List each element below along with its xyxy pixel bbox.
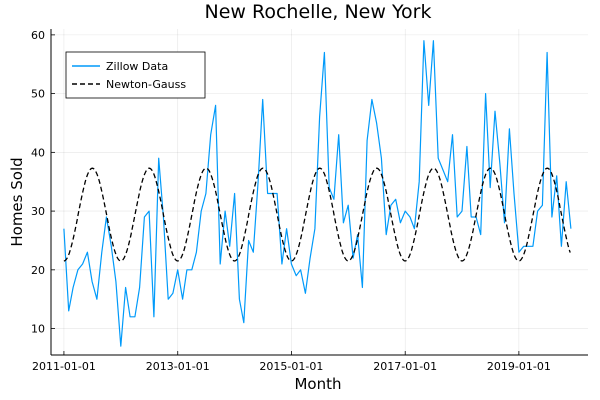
y-tick-label: 50: [31, 88, 45, 101]
x-tick-label: 2011-01-01: [32, 360, 96, 373]
x-tick-label: 2015-01-01: [259, 360, 323, 373]
tick-labels: 2011-01-01 2013-01-01 2015-01-01 2017-01-01…: [31, 29, 551, 373]
x-tick-label: 2019-01-01: [487, 360, 551, 373]
y-tick-label: 10: [31, 323, 45, 336]
legend: Zillow Data Newton-Gauss: [65, 51, 206, 99]
y-tick-label: 20: [31, 264, 45, 277]
legend-label-newton-gauss: Newton-Gauss: [106, 78, 186, 91]
legend-label-zillow: Zillow Data: [106, 60, 168, 73]
y-tick-label: 40: [31, 146, 45, 159]
series-line-newton-gauss: [63, 167, 571, 262]
legend-box: [65, 51, 206, 99]
chart-title: New Rochelle, New York: [205, 1, 432, 23]
x-axis-title: Month: [294, 375, 341, 393]
y-axis-title: Homes Sold: [8, 157, 26, 246]
y-tick-label: 60: [31, 29, 45, 42]
x-tick-label: 2013-01-01: [146, 360, 210, 373]
y-tick-label: 30: [31, 205, 45, 218]
series-layer: [63, 40, 572, 347]
x-tick-label: 2017-01-01: [373, 360, 437, 373]
series-line-zillow-data: [63, 40, 572, 347]
axes: [50, 29, 588, 356]
